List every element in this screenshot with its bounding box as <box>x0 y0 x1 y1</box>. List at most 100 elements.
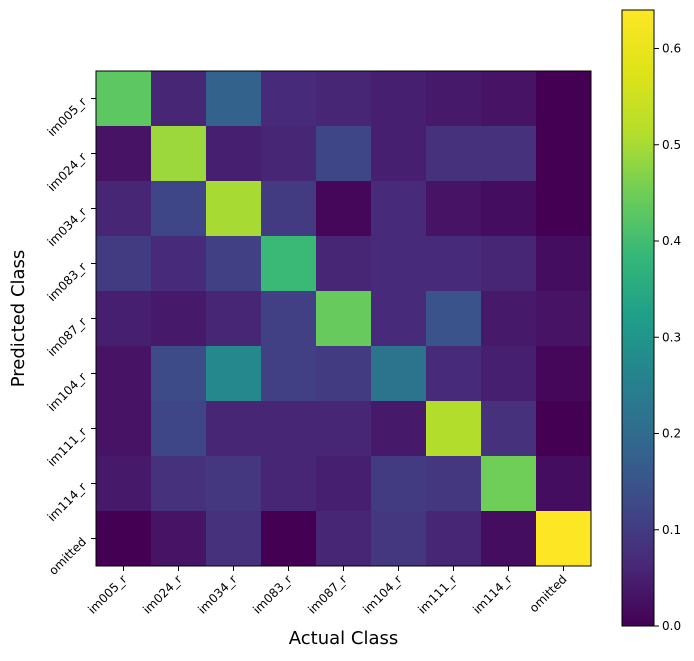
heatmap-cell <box>536 181 592 237</box>
heatmap-cell <box>371 511 427 567</box>
heatmap-cell <box>371 346 427 402</box>
heatmap-cell <box>316 291 372 347</box>
heatmap-cell <box>261 456 317 512</box>
heatmap-cell <box>151 291 207 347</box>
y-tick-label: im083_r <box>45 260 89 304</box>
x-tick-label: im005_r <box>85 572 129 616</box>
heatmap-cell <box>151 346 207 402</box>
x-tick-label: omitted <box>527 572 570 615</box>
y-tick-label: im024_r <box>45 150 89 194</box>
heatmap-cell <box>426 346 482 402</box>
heatmap-cell <box>426 71 482 127</box>
heatmap-cell <box>481 71 537 127</box>
heatmap-cell <box>371 401 427 457</box>
heatmap-cell <box>261 346 317 402</box>
y-tick-label: im034_r <box>45 205 89 249</box>
heatmap-cell <box>96 401 152 457</box>
heatmap-cell <box>96 126 152 182</box>
heatmap-cell <box>426 401 482 457</box>
heatmap-cell <box>371 236 427 292</box>
heatmap-cell <box>316 181 372 237</box>
y-axis-label: Predicted Class <box>8 250 29 388</box>
heatmap-cell <box>96 346 152 402</box>
heatmap-cell <box>426 511 482 567</box>
heatmap-cell <box>206 346 262 402</box>
heatmap-cell <box>481 181 537 237</box>
heatmap-cell <box>206 181 262 237</box>
heatmap-cell <box>481 456 537 512</box>
heatmap-cell <box>151 511 207 567</box>
heatmap-cell <box>426 126 482 182</box>
x-tick-label: im034_r <box>195 572 239 616</box>
heatmap-cell <box>536 456 592 512</box>
heatmap-cell <box>96 291 152 347</box>
heatmap-cell <box>316 401 372 457</box>
colorbar-axis: 0.0 0.1 0.2 0.3 0.4 0.5 0.6 <box>654 42 681 633</box>
heatmap-cell <box>536 511 592 567</box>
heatmap-cell <box>316 236 372 292</box>
y-tick-label: im104_r <box>45 370 89 414</box>
heatmap-cell <box>536 346 592 402</box>
heatmap-cell <box>151 71 207 127</box>
heatmap-cell <box>151 236 207 292</box>
heatmap-cell <box>206 236 262 292</box>
heatmap-cell <box>481 511 537 567</box>
colorbar-tick-label: 0.5 <box>662 138 681 152</box>
heatmap-cell <box>426 456 482 512</box>
heatmap-cell <box>96 71 152 127</box>
heatmap-cell <box>371 456 427 512</box>
heatmap-cell <box>151 401 207 457</box>
heatmap-cell <box>481 291 537 347</box>
heatmap-cell <box>536 71 592 127</box>
x-tick-label: im083_r <box>250 572 294 616</box>
heatmap-cell <box>261 236 317 292</box>
y-tick-label: im087_r <box>45 315 89 359</box>
y-tick-label: omitted <box>46 535 89 578</box>
y-tick-label: im114_r <box>45 480 89 524</box>
heatmap-cell <box>536 236 592 292</box>
heatmap-cell <box>206 401 262 457</box>
heatmap-cell <box>536 126 592 182</box>
heatmap-cell <box>206 126 262 182</box>
heatmap-cell <box>151 181 207 237</box>
heatmap-cell <box>316 456 372 512</box>
heatmap-cell <box>371 181 427 237</box>
heatmap-cell <box>481 401 537 457</box>
x-tick-label: im087_r <box>305 572 349 616</box>
heatmap-cell <box>426 181 482 237</box>
colorbar-tick-label: 0.4 <box>662 234 681 248</box>
heatmap-cell <box>371 126 427 182</box>
x-tick-label: im114_r <box>470 572 514 616</box>
heatmap-cell <box>96 236 152 292</box>
heatmap-cell <box>481 236 537 292</box>
heatmap-cell <box>206 456 262 512</box>
y-axis: im005_r im024_r im034_r im083_r im087_r im104… <box>45 95 96 578</box>
heatmap-cell <box>206 71 262 127</box>
heatmap-cell <box>261 181 317 237</box>
x-axis: im005_r im024_r im034_r im083_r im087_r im104… <box>85 566 570 617</box>
heatmap-cell <box>206 291 262 347</box>
heatmap-cells <box>96 71 592 567</box>
heatmap-cell <box>316 346 372 402</box>
heatmap-cell <box>261 511 317 567</box>
heatmap-cell <box>316 126 372 182</box>
y-tick-label: im005_r <box>45 95 89 139</box>
heatmap-cell <box>316 71 372 127</box>
heatmap-cell <box>371 71 427 127</box>
heatmap-cell <box>261 126 317 182</box>
x-axis-label: Actual Class <box>289 628 398 649</box>
colorbar-tick-label: 0.6 <box>662 42 681 56</box>
colorbar-tick-label: 0.1 <box>662 523 681 537</box>
heatmap-cell <box>371 291 427 347</box>
heatmap-cell <box>261 401 317 457</box>
colorbar-tick-label: 0.0 <box>662 619 681 633</box>
x-tick-label: im024_r <box>140 572 184 616</box>
heatmap-cell <box>261 291 317 347</box>
heatmap-cell <box>481 126 537 182</box>
heatmap-cell <box>96 456 152 512</box>
y-tick-label: im111_r <box>45 425 89 469</box>
heatmap-cell <box>481 346 537 402</box>
heatmap-cell <box>426 291 482 347</box>
x-tick-label: im104_r <box>360 572 404 616</box>
heatmap-cell <box>151 126 207 182</box>
